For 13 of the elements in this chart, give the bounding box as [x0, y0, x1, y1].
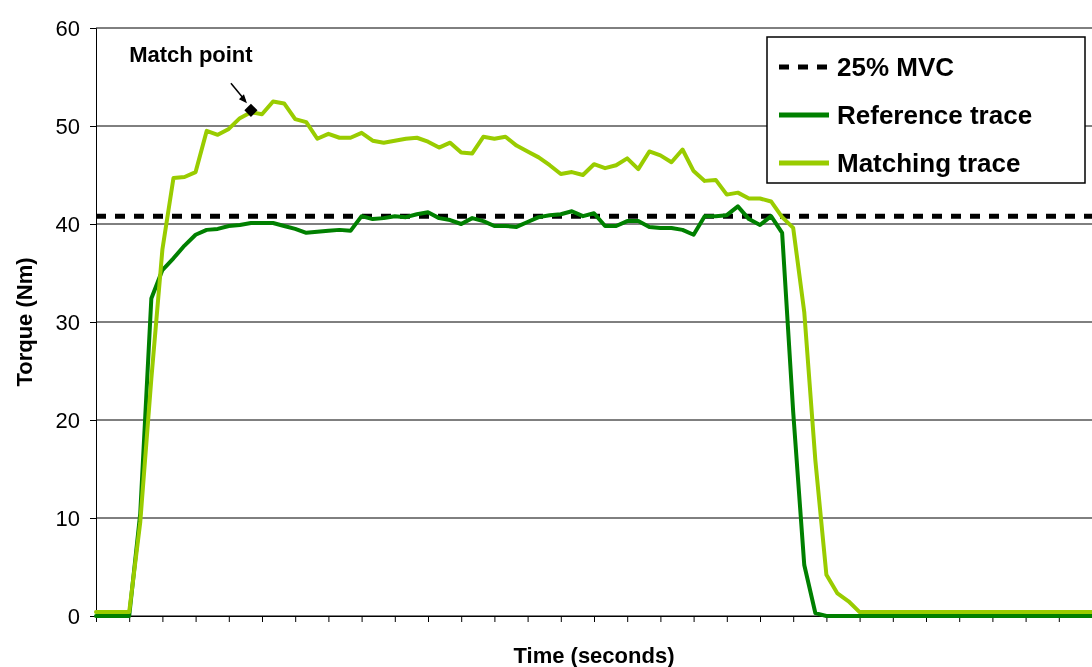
- legend-label: Matching trace: [837, 148, 1021, 178]
- y-tick-label: 40: [55, 211, 80, 237]
- y-tick-label: 30: [55, 309, 80, 335]
- y-tick-label: 0: [67, 603, 80, 629]
- legend-label: Reference trace: [837, 100, 1033, 130]
- y-axis-title: Torque (Nm): [12, 257, 37, 387]
- y-tick-label: 10: [55, 505, 80, 531]
- y-tick-label: 50: [55, 113, 80, 139]
- y-tick-label: 20: [55, 407, 80, 433]
- y-tick-label: 60: [55, 15, 80, 41]
- annotation: Match point: [129, 42, 254, 68]
- legend-label: 25% MVC: [837, 52, 955, 82]
- x-axis-title: Time (seconds): [513, 643, 675, 667]
